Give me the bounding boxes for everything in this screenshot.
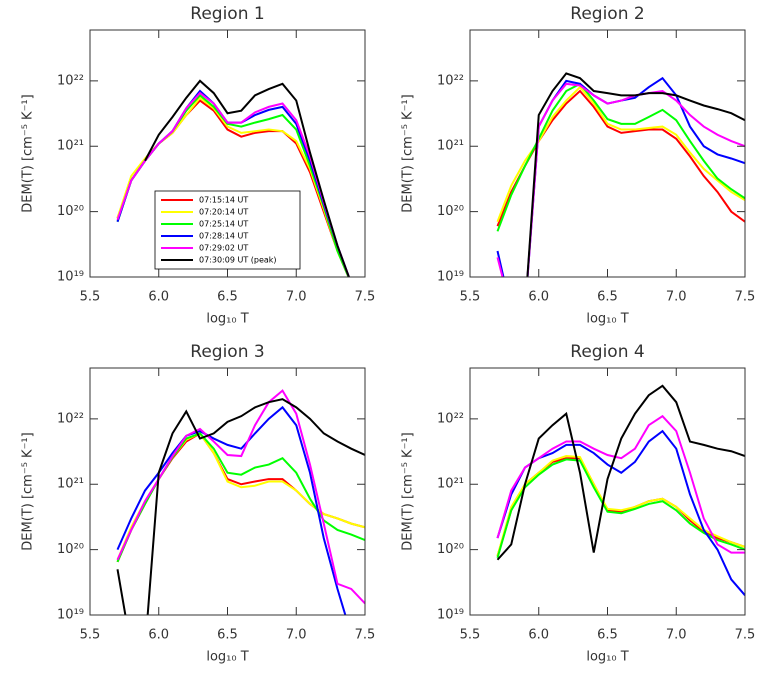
legend-label: 07:20:14 UT xyxy=(199,208,248,217)
y-tick-label: 10²¹ xyxy=(57,139,84,154)
legend-label: 07:29:02 UT xyxy=(199,244,248,253)
data-line xyxy=(496,85,745,223)
x-tick-label: 7.5 xyxy=(355,628,376,643)
y-tick-label: 10¹⁹ xyxy=(437,608,464,623)
y-tick-label: 10²² xyxy=(437,411,464,426)
x-axis-label: log₁₀ T xyxy=(206,312,248,327)
x-tick-label: 7.0 xyxy=(666,628,687,643)
data-line xyxy=(116,398,365,615)
plot-frame xyxy=(89,367,366,616)
legend-label: 07:30:09 UT (peak) xyxy=(199,256,277,265)
y-tick-label: 10²⁰ xyxy=(57,204,84,219)
y-tick-label: 10²¹ xyxy=(437,139,464,154)
x-tick-label: 6.5 xyxy=(597,628,618,643)
y-tick-label: 10²² xyxy=(57,411,84,426)
chart-title: Region 1 xyxy=(190,4,264,24)
data-line xyxy=(496,414,745,554)
x-axis-label: log₁₀ T xyxy=(586,312,628,327)
x-tick-label: 6.5 xyxy=(217,290,238,305)
x-tick-label: 5.5 xyxy=(80,290,101,305)
x-tick-label: 6.0 xyxy=(148,290,169,305)
data-line xyxy=(496,455,745,557)
legend-label: 07:25:14 UT xyxy=(199,220,248,229)
y-tick-label: 10²⁰ xyxy=(57,542,84,557)
chart-title: Region 3 xyxy=(190,342,264,362)
data-line xyxy=(116,389,365,605)
x-axis-label: log₁₀ T xyxy=(206,650,248,665)
y-tick-label: 10²¹ xyxy=(437,477,464,492)
panel: Region 1 log₁₀ T DEM(T) [cm⁻⁵ K⁻¹] 5.5 6.0 6.… xyxy=(21,4,376,327)
y-axis-label: DEM(T) [cm⁻⁵ K⁻¹] xyxy=(21,432,36,550)
x-tick-label: 6.0 xyxy=(528,290,549,305)
x-tick-label: 6.5 xyxy=(597,290,618,305)
panel: Region 2 log₁₀ T DEM(T) [cm⁻⁵ K⁻¹] 5.5 6.0 6.… xyxy=(401,4,756,327)
panel: Region 4 log₁₀ T DEM(T) [cm⁻⁵ K⁻¹] 5.5 6.0 6.… xyxy=(401,342,756,665)
x-tick-label: 5.5 xyxy=(80,628,101,643)
data-line xyxy=(144,79,350,277)
y-tick-label: 10¹⁹ xyxy=(57,270,84,285)
legend-label: 07:15:14 UT xyxy=(199,196,248,205)
plot-frame xyxy=(469,29,746,278)
x-tick-label: 6.5 xyxy=(217,628,238,643)
x-tick-label: 5.5 xyxy=(460,290,481,305)
legend-box xyxy=(154,190,301,270)
y-tick-label: 10²⁰ xyxy=(437,204,464,219)
x-tick-label: 7.0 xyxy=(286,628,307,643)
data-line xyxy=(496,384,745,561)
panel: Region 3 log₁₀ T DEM(T) [cm⁻⁵ K⁻¹] 5.5 6.0 6.… xyxy=(21,342,376,665)
y-axis-label: DEM(T) [cm⁻⁵ K⁻¹] xyxy=(401,94,416,212)
x-tick-label: 5.5 xyxy=(460,628,481,643)
y-tick-label: 10¹⁹ xyxy=(437,270,464,285)
x-tick-label: 7.5 xyxy=(735,290,756,305)
y-tick-label: 10²² xyxy=(437,73,464,88)
data-line xyxy=(496,458,745,559)
y-tick-label: 10²⁰ xyxy=(437,542,464,557)
y-axis-label: DEM(T) [cm⁻⁵ K⁻¹] xyxy=(21,94,36,212)
data-line xyxy=(496,89,745,227)
y-tick-label: 10¹⁹ xyxy=(57,608,84,623)
x-axis-label: log₁₀ T xyxy=(586,650,628,665)
y-axis-label: DEM(T) [cm⁻⁵ K⁻¹] xyxy=(401,432,416,550)
x-tick-label: 7.0 xyxy=(666,290,687,305)
x-tick-label: 7.0 xyxy=(286,290,307,305)
y-tick-label: 10²¹ xyxy=(57,477,84,492)
legend-label: 07:28:14 UT xyxy=(199,232,248,241)
x-tick-label: 7.5 xyxy=(355,290,376,305)
x-tick-label: 6.0 xyxy=(148,628,169,643)
y-tick-label: 10²² xyxy=(57,73,84,88)
x-tick-label: 6.0 xyxy=(528,628,549,643)
chart-title: Region 4 xyxy=(570,342,644,362)
x-tick-label: 7.5 xyxy=(735,628,756,643)
chart-title: Region 2 xyxy=(570,4,644,24)
data-line xyxy=(526,72,745,277)
